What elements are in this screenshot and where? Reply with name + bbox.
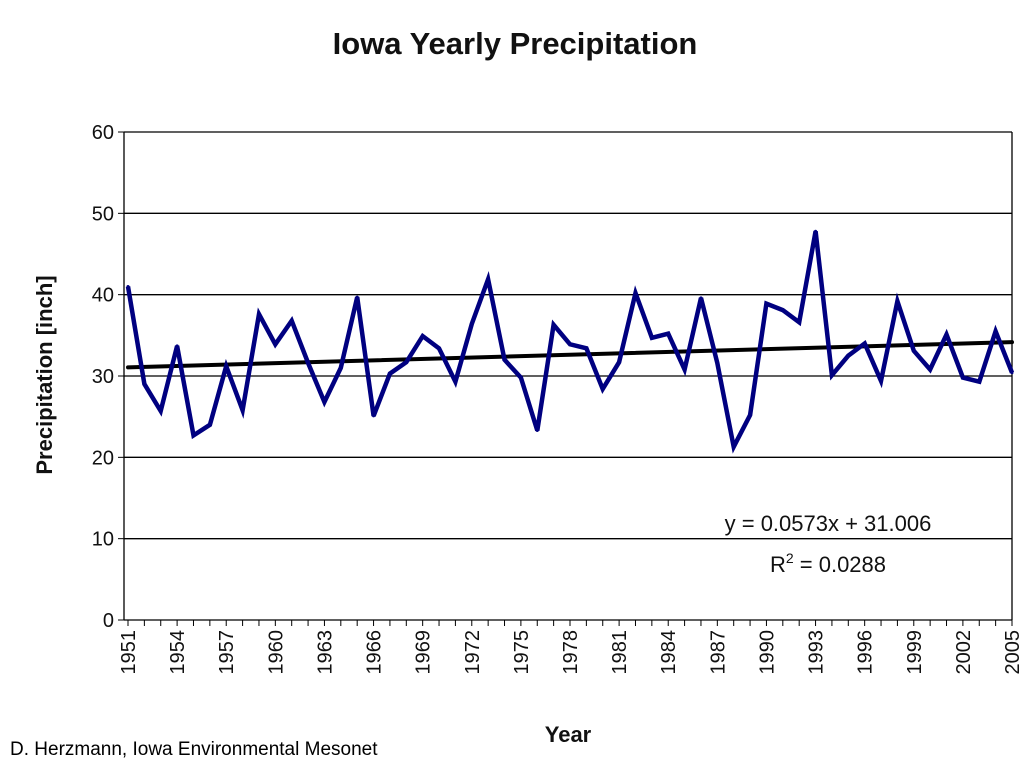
- credit-text: D. Herzmann, Iowa Environmental Mesonet: [10, 739, 378, 760]
- y-axis-label: Precipitation [inch]: [32, 275, 57, 474]
- data-point: [797, 320, 801, 324]
- x-tick-label: 1951: [118, 630, 140, 675]
- data-point: [142, 382, 146, 386]
- data-point: [683, 367, 687, 371]
- data-point: [372, 414, 376, 418]
- y-tick-labels: 0 10 20 30 40 50 60: [92, 122, 114, 632]
- data-point: [814, 229, 818, 233]
- data-point: [568, 342, 572, 346]
- data-point: [601, 387, 605, 391]
- x-tick-label: 1963: [314, 630, 336, 675]
- data-point: [895, 299, 899, 303]
- trend-equation: y = 0.0573x + 31.006: [725, 511, 932, 536]
- data-point: [535, 428, 539, 432]
- data-point: [633, 291, 637, 295]
- data-point: [306, 361, 310, 365]
- gridlines: [118, 131, 1013, 626]
- data-point: [748, 413, 752, 417]
- r2-prefix: R: [770, 552, 786, 577]
- data-point: [486, 277, 490, 281]
- data-point: [552, 323, 556, 327]
- data-point: [453, 380, 457, 384]
- data-point: [1010, 371, 1014, 375]
- r2-value: = 0.0288: [794, 552, 886, 577]
- data-point: [159, 409, 163, 413]
- data-point: [830, 373, 834, 377]
- data-point: [503, 358, 507, 362]
- data-point: [617, 360, 621, 364]
- y-tick-label: 20: [92, 447, 114, 469]
- data-point: [945, 333, 949, 337]
- x-tick-label: 1957: [216, 630, 238, 675]
- x-tick-label: 1972: [462, 630, 484, 675]
- data-point: [241, 408, 245, 412]
- data-point: [404, 360, 408, 364]
- y-tick-label: 50: [92, 203, 114, 225]
- x-tick-label: 1981: [609, 630, 631, 675]
- data-point: [977, 380, 981, 384]
- y-tick-label: 60: [92, 122, 114, 144]
- x-tick-label: 2005: [1002, 630, 1024, 675]
- y-tick-label: 30: [92, 366, 114, 388]
- data-point: [584, 346, 588, 350]
- x-tick-label: 1996: [855, 630, 877, 675]
- data-point: [666, 332, 670, 336]
- x-tick-label: 1969: [413, 630, 435, 675]
- r2-exponent: 2: [786, 550, 794, 566]
- y-tick-label: 10: [92, 529, 114, 551]
- y-tick-label: 0: [103, 610, 114, 632]
- data-point: [437, 346, 441, 350]
- data-point: [781, 308, 785, 312]
- data-point: [355, 295, 359, 299]
- data-point: [715, 361, 719, 365]
- chart-title: Iowa Yearly Precipitation: [333, 26, 698, 61]
- x-tick-label: 2002: [953, 630, 975, 675]
- data-point: [191, 433, 195, 437]
- data-point: [273, 342, 277, 346]
- data-point: [994, 329, 998, 333]
- x-tick-label: 1978: [560, 630, 582, 675]
- data-point: [290, 319, 294, 323]
- x-tick-label: 1987: [707, 630, 729, 675]
- data-point: [126, 285, 130, 289]
- x-tick-label: 1990: [756, 630, 778, 675]
- x-axis-label: Year: [545, 722, 592, 747]
- data-point: [732, 445, 736, 449]
- data-point: [879, 379, 883, 383]
- precipitation-line: [125, 230, 1015, 454]
- x-tick-label: 1975: [511, 630, 533, 675]
- r-squared-label: R2 = 0.0288: [770, 550, 886, 577]
- data-point: [519, 376, 523, 380]
- data-point: [928, 367, 932, 371]
- x-tick-label: 1954: [167, 630, 189, 675]
- x-tick-label: 1999: [904, 630, 926, 675]
- data-point: [322, 400, 326, 404]
- data-point: [699, 296, 703, 300]
- data-point: [846, 354, 850, 358]
- data-point: [650, 336, 654, 340]
- data-point: [961, 376, 965, 380]
- y-tick-label: 40: [92, 285, 114, 307]
- x-tick-label: 1993: [806, 630, 828, 675]
- data-point: [764, 302, 768, 306]
- series-group: [125, 229, 1015, 454]
- data-point: [175, 344, 179, 348]
- data-point: [421, 334, 425, 338]
- x-tick-label: 1960: [265, 630, 287, 675]
- data-point: [257, 312, 261, 316]
- data-point: [224, 364, 228, 368]
- data-point: [388, 372, 392, 376]
- data-point: [912, 349, 916, 353]
- data-point: [339, 366, 343, 370]
- data-point: [208, 423, 212, 427]
- x-tick-label: 1966: [364, 630, 386, 675]
- data-point: [863, 341, 867, 345]
- x-tick-label: 1984: [658, 630, 680, 675]
- x-tick-labels: 1951 1954 1957 1960 1963 1966 1969 1972 1975 1978…: [118, 630, 1024, 675]
- data-point: [470, 322, 474, 326]
